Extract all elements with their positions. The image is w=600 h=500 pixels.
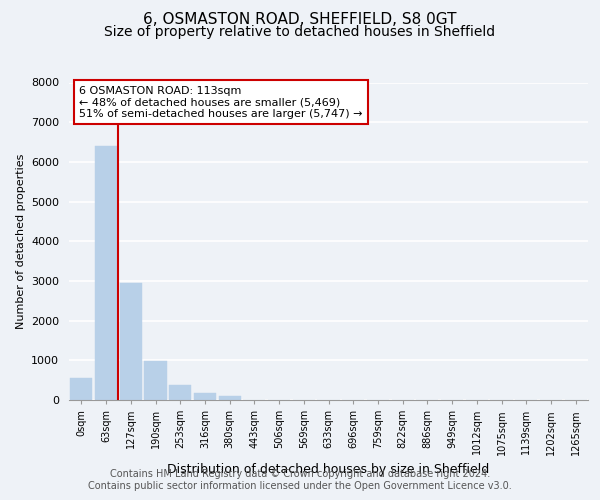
Text: 6, OSMASTON ROAD, SHEFFIELD, S8 0GT: 6, OSMASTON ROAD, SHEFFIELD, S8 0GT <box>143 12 457 28</box>
Bar <box>70 378 92 400</box>
Bar <box>119 283 142 400</box>
Bar <box>95 146 117 400</box>
Bar <box>218 396 241 400</box>
X-axis label: Distribution of detached houses by size in Sheffield: Distribution of detached houses by size … <box>167 463 490 476</box>
Text: Contains public sector information licensed under the Open Government Licence v3: Contains public sector information licen… <box>88 481 512 491</box>
Text: 6 OSMASTON ROAD: 113sqm
← 48% of detached houses are smaller (5,469)
51% of semi: 6 OSMASTON ROAD: 113sqm ← 48% of detache… <box>79 86 363 119</box>
Y-axis label: Number of detached properties: Number of detached properties <box>16 154 26 329</box>
Text: Contains HM Land Registry data © Crown copyright and database right 2024.: Contains HM Land Registry data © Crown c… <box>110 469 490 479</box>
Bar <box>145 362 167 400</box>
Bar <box>194 393 216 400</box>
Bar <box>169 385 191 400</box>
Text: Size of property relative to detached houses in Sheffield: Size of property relative to detached ho… <box>104 25 496 39</box>
